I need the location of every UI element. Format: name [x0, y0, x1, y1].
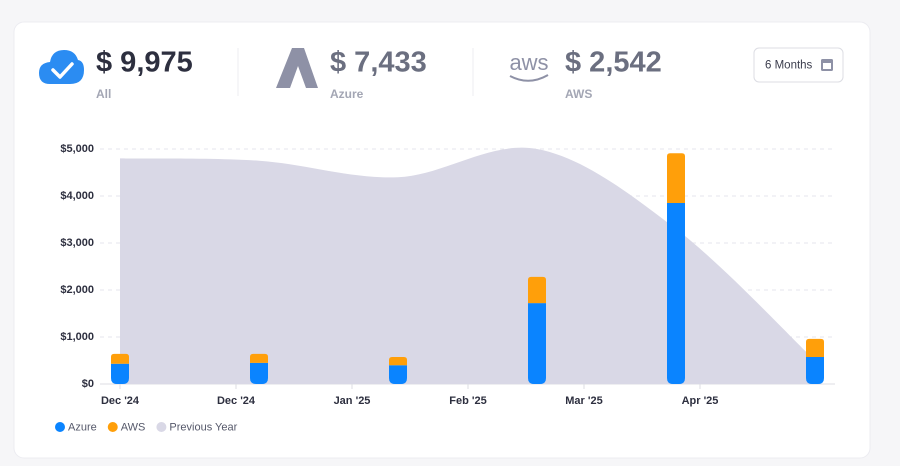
- total-amount: $ 9,975: [96, 47, 193, 79]
- legend-swatch: [55, 422, 65, 432]
- bar-segment: [806, 356, 824, 384]
- bar-segment: [528, 276, 546, 304]
- bar-segment: [806, 338, 824, 357]
- bar-segment: [111, 353, 129, 364]
- bar-segment: [667, 153, 685, 204]
- legend-swatch: [107, 422, 118, 432]
- bar-segment: [250, 362, 268, 384]
- azure-label: Azure: [330, 87, 364, 101]
- y-tick-label: $3,000: [60, 237, 94, 249]
- aws-logo: aws: [509, 50, 548, 75]
- bar-segment: [667, 203, 685, 384]
- aws-smile: [509, 74, 549, 82]
- legend-swatch: [156, 422, 167, 432]
- bar-segment: [250, 353, 268, 363]
- legend-label: Previous Year: [169, 421, 237, 433]
- x-tick-label: Jan '25: [334, 395, 371, 407]
- y-tick-label: $5,000: [60, 143, 94, 155]
- x-tick-label: Mar '25: [565, 395, 602, 407]
- cloud-icon: [39, 50, 84, 84]
- bar-segment: [389, 356, 407, 366]
- bar-segment: [111, 363, 129, 384]
- bar-segment: [528, 303, 546, 384]
- previous-year-area: [120, 147, 815, 384]
- y-tick-label: $4,000: [60, 190, 94, 202]
- total-label: All: [96, 87, 111, 101]
- azure-amount: $ 7,433: [330, 47, 427, 79]
- azure-icon: [276, 48, 318, 88]
- range-button-label[interactable]: 6 Months: [765, 60, 813, 72]
- y-tick-label: $0: [82, 378, 94, 390]
- aws-amount: $ 2,542: [565, 47, 662, 79]
- range-button[interactable]: 6 Months: [753, 47, 844, 83]
- x-tick-label: Apr '25: [682, 395, 719, 407]
- legend-label: Azure: [68, 421, 97, 433]
- y-tick-label: $1,000: [60, 331, 94, 343]
- x-tick-label: Dec '24: [101, 395, 140, 407]
- x-tick-label: Feb '25: [449, 395, 486, 407]
- y-tick-label: $2,000: [60, 284, 94, 296]
- chart: $0 $1,000 $2,000 $3,000 $4,000 $5,000 Dec '24 D…: [55, 143, 835, 433]
- legend-label: AWS: [121, 421, 146, 433]
- aws-label: AWS: [565, 87, 592, 101]
- bar-segment: [389, 365, 407, 384]
- x-tick-label: Dec '24: [217, 395, 256, 407]
